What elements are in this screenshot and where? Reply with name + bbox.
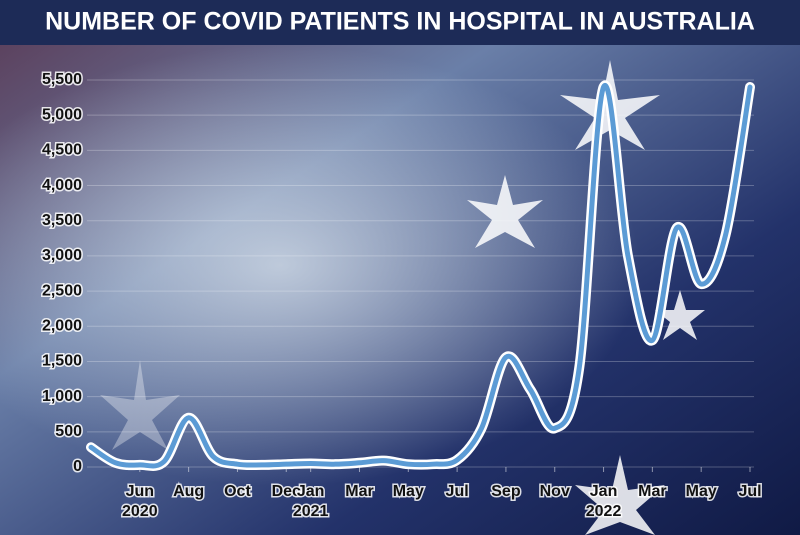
y-tick-label: 3,500	[42, 212, 82, 229]
y-tick-label: 5,500	[42, 71, 82, 88]
title-bar	[0, 0, 800, 45]
year-label: 2022	[586, 503, 622, 520]
x-tick-label: Dec	[272, 483, 301, 500]
y-tick-label: 1,500	[42, 353, 82, 370]
x-tick-label: Jul	[738, 483, 761, 500]
star	[100, 360, 180, 450]
x-tick-label: May	[686, 483, 717, 500]
x-tick-label: Oct	[224, 483, 251, 500]
x-tick-label: Jan	[590, 483, 618, 500]
star	[655, 290, 705, 340]
year-label: 2020	[122, 503, 158, 520]
x-tick-label: Jul	[446, 483, 469, 500]
x-tick-label: Jan	[297, 483, 325, 500]
x-tick-label: Aug	[173, 483, 204, 500]
line	[88, 82, 753, 469]
y-tick-label: 2,500	[42, 282, 82, 299]
year-label: 2021	[293, 503, 329, 520]
y-tick-label: 3,000	[42, 247, 82, 264]
y-tick-label: 0	[73, 458, 82, 475]
x-tick-label: Jun	[126, 483, 154, 500]
x-tick-label: Mar	[638, 483, 666, 500]
y-tick-label: 4,000	[42, 177, 82, 194]
y-tick-label: 1,000	[42, 388, 82, 405]
y-tick-label: 500	[55, 423, 82, 440]
star	[467, 175, 543, 248]
x-tick-label: Sep	[491, 483, 521, 500]
y-tick-label: 2,000	[42, 317, 82, 334]
star	[575, 455, 665, 535]
x-tick-label: Nov	[540, 483, 570, 500]
y-tick-label: 4,500	[42, 142, 82, 159]
x-tick-label: May	[393, 483, 424, 500]
chart-title: NUMBER OF COVID PATIENTS IN HOSPITAL IN …	[45, 8, 755, 36]
y-tick-label: 5,000	[42, 106, 82, 123]
x-tick-label: Mar	[345, 483, 373, 500]
